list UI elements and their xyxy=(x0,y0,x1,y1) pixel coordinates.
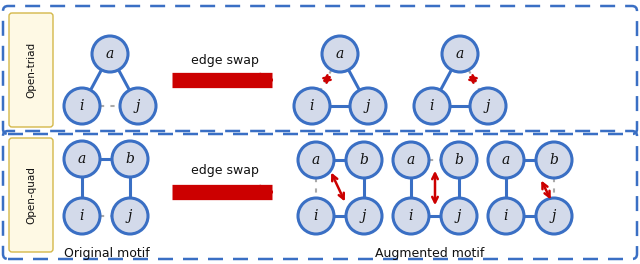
Circle shape xyxy=(536,198,572,234)
Text: edge swap: edge swap xyxy=(191,164,259,177)
Circle shape xyxy=(441,142,477,178)
Circle shape xyxy=(488,198,524,234)
Text: b: b xyxy=(360,153,369,167)
Text: i: i xyxy=(80,209,84,223)
Circle shape xyxy=(92,36,128,72)
Text: edge swap: edge swap xyxy=(191,54,259,67)
Text: a: a xyxy=(312,153,320,167)
Circle shape xyxy=(298,142,334,178)
Text: i: i xyxy=(314,209,318,223)
Text: i: i xyxy=(504,209,508,223)
Circle shape xyxy=(346,198,382,234)
Circle shape xyxy=(470,88,506,124)
Text: Original motif: Original motif xyxy=(64,247,150,260)
Circle shape xyxy=(298,198,334,234)
Text: j: j xyxy=(366,99,370,113)
FancyBboxPatch shape xyxy=(9,13,53,127)
Text: j: j xyxy=(552,209,556,223)
Circle shape xyxy=(120,88,156,124)
Text: j: j xyxy=(136,99,140,113)
Circle shape xyxy=(441,198,477,234)
Circle shape xyxy=(536,142,572,178)
Text: Open-quad: Open-quad xyxy=(26,166,36,224)
Circle shape xyxy=(322,36,358,72)
Circle shape xyxy=(442,36,478,72)
Text: Augmented motif: Augmented motif xyxy=(375,247,484,260)
Circle shape xyxy=(414,88,450,124)
Text: j: j xyxy=(486,99,490,113)
Circle shape xyxy=(294,88,330,124)
Circle shape xyxy=(488,142,524,178)
Text: j: j xyxy=(362,209,366,223)
Text: i: i xyxy=(429,99,435,113)
Circle shape xyxy=(350,88,386,124)
Circle shape xyxy=(64,88,100,124)
Circle shape xyxy=(112,141,148,177)
Text: j: j xyxy=(457,209,461,223)
Text: b: b xyxy=(125,152,134,166)
Text: a: a xyxy=(78,152,86,166)
Text: j: j xyxy=(128,209,132,223)
Text: i: i xyxy=(80,99,84,113)
Text: i: i xyxy=(310,99,314,113)
Text: Open-triad: Open-triad xyxy=(26,42,36,98)
Text: a: a xyxy=(106,47,114,61)
Circle shape xyxy=(112,198,148,234)
Circle shape xyxy=(64,141,100,177)
Circle shape xyxy=(64,198,100,234)
Text: a: a xyxy=(336,47,344,61)
Circle shape xyxy=(346,142,382,178)
Text: b: b xyxy=(454,153,463,167)
Text: a: a xyxy=(407,153,415,167)
Text: b: b xyxy=(550,153,559,167)
Circle shape xyxy=(393,142,429,178)
FancyBboxPatch shape xyxy=(9,138,53,252)
Circle shape xyxy=(393,198,429,234)
Text: a: a xyxy=(502,153,510,167)
Text: a: a xyxy=(456,47,464,61)
Text: i: i xyxy=(409,209,413,223)
